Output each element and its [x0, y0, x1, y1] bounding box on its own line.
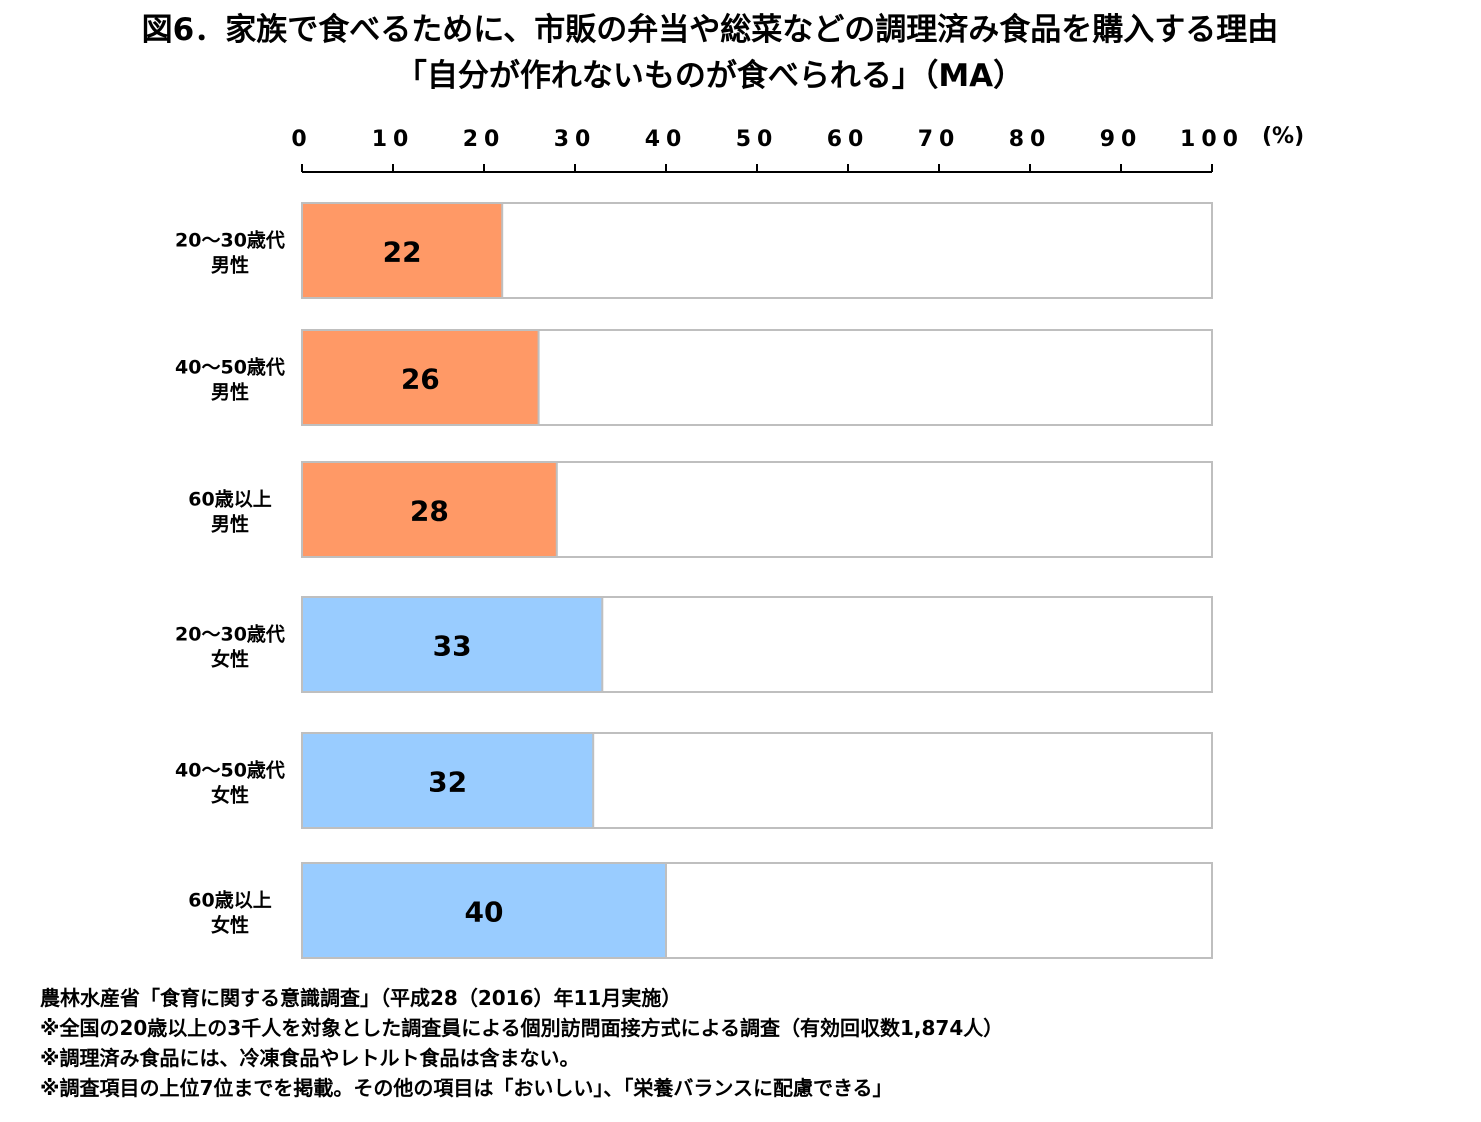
x-tick-label: 40	[645, 127, 688, 152]
data-label: 22	[383, 236, 422, 269]
x-tick-label: 70	[918, 127, 961, 152]
unit-label: (%)	[1262, 124, 1304, 149]
x-tick-label: 80	[1009, 127, 1052, 152]
bar	[301, 596, 604, 693]
x-tick-label: 100	[1180, 127, 1244, 152]
x-tick-label: 50	[736, 127, 779, 152]
bar	[301, 202, 504, 299]
footnote: ※調理済み食品には、冷凍食品やレトルト食品は含まない。	[40, 1046, 580, 1070]
category-label: 40～50歳代	[175, 760, 285, 782]
data-label: 26	[401, 363, 440, 396]
bar	[301, 329, 540, 426]
category-label: 20～30歳代	[175, 624, 285, 646]
category-label: 60歳以上	[188, 489, 271, 511]
x-tick-label: 60	[827, 127, 870, 152]
x-tick-label: 20	[463, 127, 506, 152]
bar	[301, 732, 595, 829]
chart-title-line2: 「自分が作れないものが食べられる」（MA）	[395, 58, 1025, 94]
bar	[301, 461, 558, 558]
category-label: 女性	[211, 784, 249, 807]
footnote: ※全国の20歳以上の3千人を対象とした調査員による個別訪問面接方式による調査（有…	[40, 1016, 1004, 1040]
x-tick-label: 30	[554, 127, 597, 152]
category-label: 男性	[211, 513, 249, 536]
data-label: 28	[410, 495, 449, 528]
category-label: 男性	[211, 381, 249, 404]
category-label: 60歳以上	[188, 890, 271, 912]
category-label: 女性	[211, 648, 249, 671]
footnote: ※調査項目の上位7位までを掲載。その他の項目は「おいしい」、「栄養バランスに配慮…	[40, 1076, 893, 1100]
category-label: 女性	[211, 914, 249, 937]
x-tick-label: 90	[1100, 127, 1143, 152]
data-label: 40	[465, 896, 504, 929]
category-label: 男性	[211, 254, 249, 277]
chart-title-line1: 図6．家族で食べるために、市販の弁当や総菜などの調理済み食品を購入する理由	[141, 12, 1279, 48]
source-note: 農林水産省「食育に関する意識調査」（平成28（2016）年11月実施）	[40, 986, 682, 1010]
category-label: 20～30歳代	[175, 230, 285, 252]
x-tick-label: 10	[372, 127, 415, 152]
x-tick-label: 0	[291, 127, 312, 152]
data-label: 33	[433, 630, 472, 663]
data-label: 32	[428, 766, 467, 799]
source-notes: 農林水産省「食育に関する意識調査」（平成28（2016）年11月実施） ※全国の…	[40, 983, 1440, 1103]
bar	[301, 862, 667, 959]
category-label: 40～50歳代	[175, 357, 285, 379]
